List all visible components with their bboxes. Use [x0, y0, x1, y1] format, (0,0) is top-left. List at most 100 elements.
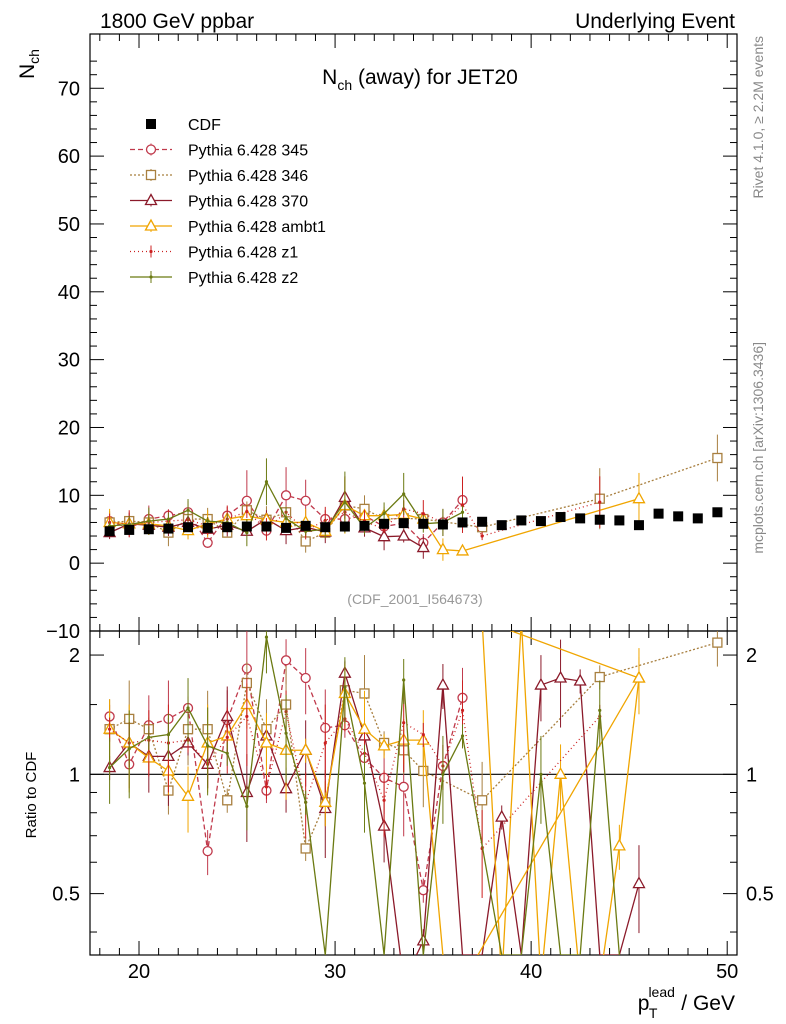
ratio-point: [476, 795, 488, 806]
y-tick-label: 10: [58, 485, 80, 507]
legend-label: Pythia 6.428 345: [188, 143, 308, 160]
ratio-point: [264, 635, 269, 639]
series-line: [109, 501, 600, 537]
cdf-data-point: [457, 517, 468, 528]
cdf-data-point: [712, 507, 723, 518]
ratio-tick-label: 1: [69, 764, 80, 786]
y-tick-label: 0: [69, 553, 80, 575]
cdf-data-point: [418, 518, 429, 529]
x-tick-label: 20: [128, 961, 150, 983]
rivet-version-label: Rivet 4.1.0, ≥ 2.2M events: [750, 36, 766, 199]
series-point: [202, 537, 213, 548]
y-tick-label: 50: [58, 214, 80, 236]
series-4: [108, 476, 602, 541]
cdf-data-point: [183, 522, 194, 533]
series-point: [343, 500, 347, 504]
y-tick-label: 30: [58, 350, 80, 372]
ratio-point: [460, 734, 465, 738]
y-tick-label: 70: [58, 78, 80, 100]
plot-title: Nch (away) for JET20: [322, 66, 518, 93]
cdf-data-point: [496, 520, 507, 531]
series-point: [264, 480, 269, 484]
ratio-point: [594, 671, 605, 683]
y-tick-label: −10: [46, 621, 80, 643]
ratio-point: [181, 788, 195, 801]
series-point: [300, 495, 311, 506]
ratio-point: [300, 843, 311, 854]
ratio-line: [109, 636, 621, 955]
series-point: [598, 500, 602, 504]
ratio-point: [441, 772, 445, 776]
ratio-point: [598, 708, 602, 712]
ratio-point: [553, 670, 568, 683]
series-point: [284, 516, 288, 520]
mcplots-reference-label: mcplots.cern.ch [arXiv:1306.3436]: [750, 342, 766, 554]
ratio-point: [299, 742, 313, 755]
cdf-data-point: [124, 524, 135, 535]
legend-label-cdf: CDF: [188, 117, 221, 134]
cdf-data-point: [477, 516, 488, 527]
ratio-line: [109, 672, 640, 955]
x-tick-label: 50: [716, 961, 738, 983]
series-point: [245, 510, 249, 514]
series-point: [166, 517, 171, 521]
cdf-data-point: [633, 520, 644, 531]
cdf-data-point: [300, 520, 311, 531]
ratio-plot-area: [103, 631, 723, 955]
cdf-data-point: [241, 521, 252, 532]
ratio-tick-label-right: 2: [746, 645, 757, 667]
ratio-point: [436, 677, 450, 690]
legend-marker: [149, 275, 153, 279]
cdf-data-point: [261, 521, 272, 532]
cdf-data-point: [614, 515, 625, 526]
series-point: [632, 491, 646, 504]
cdf-data-point: [222, 522, 233, 533]
ratio-point: [539, 772, 543, 776]
ratio-point: [632, 670, 646, 683]
ratio-point: [127, 747, 131, 751]
cdf-data-point: [398, 518, 409, 529]
cdf-data-point: [359, 520, 370, 531]
cdf-data-point: [163, 523, 174, 534]
cdf-data-point: [379, 518, 390, 529]
series-point: [280, 490, 292, 501]
ratio-point: [206, 744, 210, 748]
ratio-point: [534, 677, 548, 690]
y-tick-label: 40: [58, 282, 80, 304]
ratio-point: [377, 738, 391, 751]
ratio-point: [300, 672, 311, 684]
series-point: [480, 534, 484, 538]
ratio-point: [612, 838, 626, 851]
x-axis-label: plead T / GeV: [638, 984, 735, 1021]
ratio-point: [264, 785, 269, 789]
ratio-point: [225, 751, 229, 755]
cdf-data-point: [143, 524, 154, 535]
series-line: [109, 457, 718, 543]
series-point: [186, 508, 190, 512]
ratio-point: [495, 809, 509, 822]
series-point: [147, 519, 151, 523]
ratio-point: [318, 794, 332, 807]
ratio-point: [343, 685, 347, 689]
legend-marker: [144, 218, 158, 231]
ratio-point: [304, 800, 308, 804]
legend: CDF Pythia 6.428 345 Pythia 6.428 346 Pythi…: [130, 117, 326, 287]
ratio-point: [108, 765, 112, 770]
series-point: [460, 503, 465, 507]
ratio-point: [147, 735, 151, 739]
ratio-point: [245, 804, 249, 809]
ratio-point: [284, 731, 288, 735]
ratio-point: [416, 933, 430, 946]
series-point: [712, 452, 723, 464]
legend-marker: [145, 144, 157, 155]
ratio-point: [259, 735, 274, 748]
cdf-data-point: [555, 512, 566, 523]
legend-marker: [145, 169, 157, 181]
svg-text:Nch: Nch: [16, 49, 42, 79]
cdf-data-point: [320, 522, 331, 533]
series-point: [382, 512, 386, 516]
cdf-data-point: [281, 522, 292, 533]
cdf-data-point: [535, 516, 546, 527]
